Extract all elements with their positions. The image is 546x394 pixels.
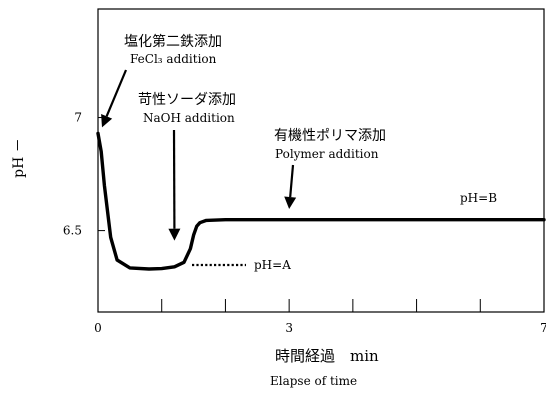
polymer-label-jp: 有機性ポリマ添加: [274, 128, 386, 144]
fecl3-arrow-head: [101, 113, 113, 128]
naoh-arrow-head: [168, 228, 181, 241]
polymer-arrow-head: [284, 196, 297, 210]
naoh-label-jp: 苛性ソーダ添加: [138, 91, 236, 108]
ph-b-label: pH=B: [460, 191, 497, 205]
plot-frame: [97, 8, 545, 313]
annotation-arrows: [101, 69, 297, 241]
polymer-label-en: Polymer addition: [275, 147, 379, 161]
x-axis-ticks: 0 3 7: [94, 299, 546, 335]
y-tick-label: 6.5: [63, 224, 82, 238]
fecl3-label-jp: 塩化第二鉄添加: [124, 33, 222, 50]
x-tick-label: 7: [540, 321, 546, 335]
x-axis-label: 時間経過 min: [275, 347, 379, 365]
x-tick-label: 0: [94, 321, 102, 335]
ph-series-line: [96, 131, 546, 271]
y-tick-label: 7: [74, 111, 82, 125]
fecl3-label-en: FeCl₃ addition: [130, 52, 217, 66]
x-axis-label-en: Elapse of time: [270, 374, 357, 388]
naoh-label-en: NaOH addition: [143, 111, 235, 125]
ph-a-label: pH=A: [254, 258, 291, 272]
polymer-arrow-shaft: [289, 164, 295, 198]
fecl3-arrow-shaft: [105, 69, 128, 117]
x-tick-label: 3: [285, 321, 293, 335]
y-axis-label: pH －: [11, 138, 27, 178]
y-axis-ticks: 76.5: [63, 111, 105, 238]
